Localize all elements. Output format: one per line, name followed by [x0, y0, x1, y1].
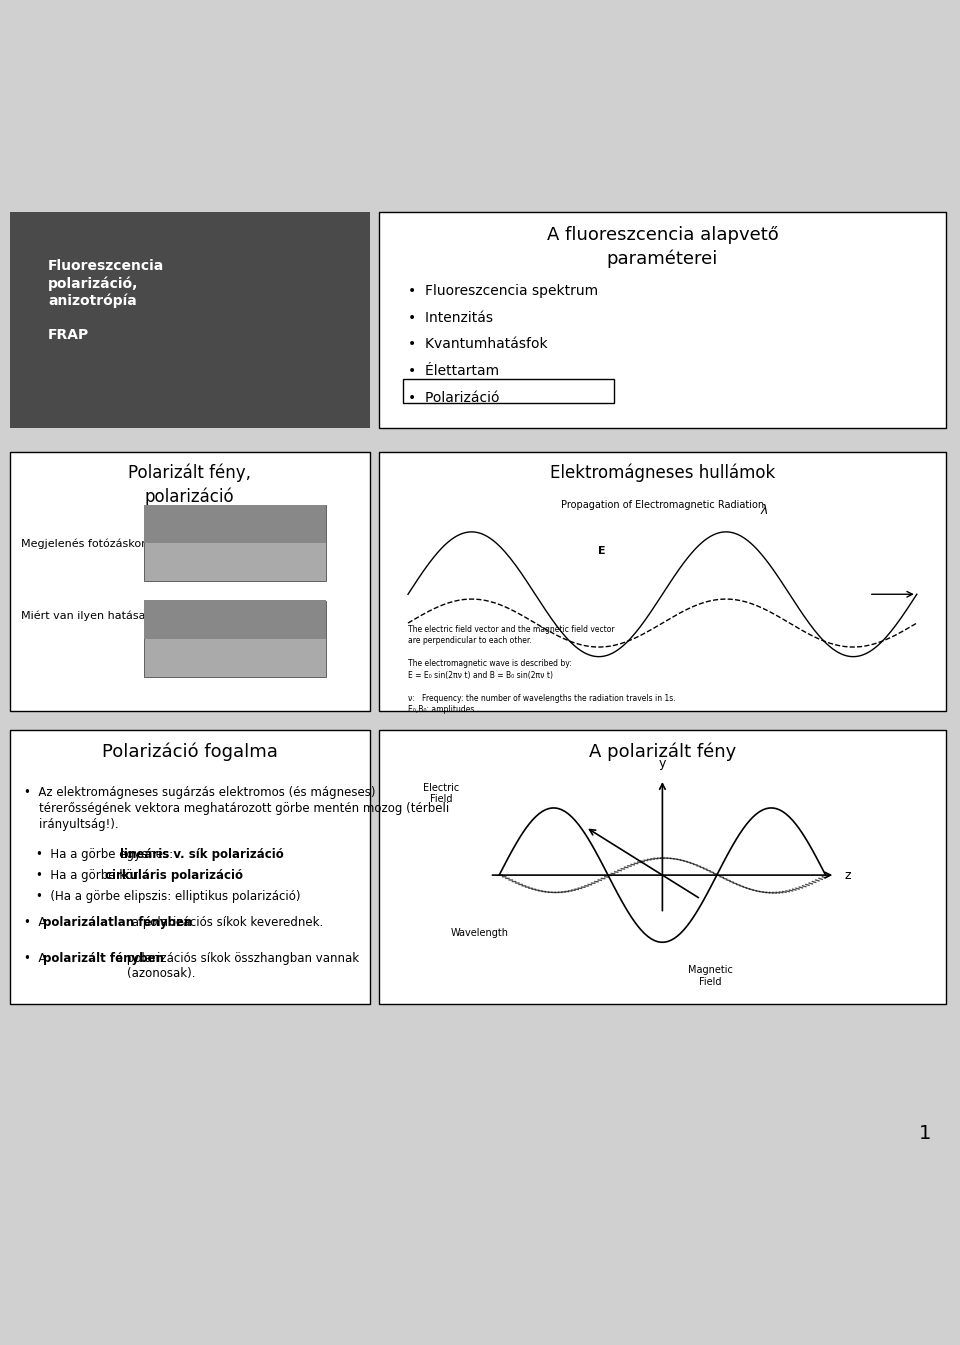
Text: A fluoreszcencia alapvető
paraméterei: A fluoreszcencia alapvető paraméterei: [546, 226, 779, 269]
Text: ν:   Frequency: the number of wavelengths the radiation travels in 1s.: ν: Frequency: the number of wavelengths …: [408, 694, 676, 702]
Text: •  Kvantumhatásfok: • Kvantumhatásfok: [408, 338, 547, 351]
Text: are perpendicular to each other.: are perpendicular to each other.: [408, 636, 532, 646]
Text: •  Fluoreszcencia spektrum: • Fluoreszcencia spektrum: [408, 284, 598, 297]
Text: E: E: [597, 546, 605, 555]
Text: Elektromágneses hullámok: Elektromágneses hullámok: [550, 463, 775, 482]
FancyBboxPatch shape: [144, 504, 326, 543]
Text: lineáris v. sík polarizáció: lineáris v. sík polarizáció: [120, 849, 283, 861]
FancyBboxPatch shape: [379, 452, 946, 712]
Text: •  A: • A: [24, 916, 50, 929]
Text: a polarizációs síkok keverednek.: a polarizációs síkok keverednek.: [128, 916, 323, 929]
FancyBboxPatch shape: [10, 452, 370, 712]
Text: Magnetic
Field: Magnetic Field: [688, 966, 732, 987]
Text: A polarizált fény: A polarizált fény: [588, 742, 736, 761]
Text: Polarizált fény,
polarizáció: Polarizált fény, polarizáció: [128, 463, 252, 506]
Text: The electric field vector and the magnetic field vector: The electric field vector and the magnet…: [408, 624, 614, 633]
FancyBboxPatch shape: [144, 504, 326, 581]
FancyBboxPatch shape: [144, 600, 326, 639]
Text: •  Polarizáció: • Polarizáció: [408, 391, 499, 405]
Text: •  Ha a görbe kör:: • Ha a görbe kör:: [21, 869, 146, 882]
Text: 1: 1: [919, 1124, 931, 1143]
Text: Polarizáció fogalma: Polarizáció fogalma: [102, 742, 277, 761]
Text: polarizáció,: polarizáció,: [48, 277, 138, 291]
Text: Megjelenés fotózáskor!: Megjelenés fotózáskor!: [21, 538, 151, 549]
FancyBboxPatch shape: [379, 730, 946, 1003]
Text: polarizált fényben: polarizált fényben: [43, 952, 164, 964]
Text: E = E₀ sin(2πν t) and B = B₀ sin(2πν t): E = E₀ sin(2πν t) and B = B₀ sin(2πν t): [408, 671, 553, 679]
Text: FRAP: FRAP: [48, 328, 89, 343]
Text: •  Az elektromágneses sugárzás elektromos (és mágneses)
    térerősségének vekto: • Az elektromágneses sugárzás elektromos…: [24, 785, 449, 831]
Text: z: z: [845, 869, 852, 881]
Text: Miért van ilyen hatása?: Miért van ilyen hatása?: [21, 611, 152, 620]
Text: Propagation of Electromagnetic Radiation: Propagation of Electromagnetic Radiation: [561, 500, 764, 510]
Text: E₀,B₀: amplitudes: E₀,B₀: amplitudes: [408, 705, 474, 714]
Text: •  Élettartam: • Élettartam: [408, 364, 499, 378]
Text: Wavelength: Wavelength: [451, 928, 509, 937]
FancyBboxPatch shape: [379, 211, 946, 428]
Text: a polarizációs síkok összhangban vannak
    (azonosak).: a polarizációs síkok összhangban vannak …: [112, 952, 359, 981]
Text: polarizálatlan fényben: polarizálatlan fényben: [43, 916, 192, 929]
Text: •  A: • A: [24, 952, 50, 964]
Text: •  Intenzitás: • Intenzitás: [408, 311, 493, 324]
Text: •  (Ha a görbe elipszis: elliptikus polarizáció): • (Ha a görbe elipszis: elliptikus polar…: [21, 890, 300, 904]
Text: $\lambda$: $\lambda$: [759, 503, 769, 518]
FancyBboxPatch shape: [10, 730, 370, 1003]
FancyBboxPatch shape: [10, 211, 370, 428]
FancyBboxPatch shape: [144, 600, 326, 678]
Text: Fluoreszcencia: Fluoreszcencia: [48, 260, 164, 273]
Text: •  Ha a görbe egyenes:: • Ha a görbe egyenes:: [21, 849, 177, 861]
Text: The electromagnetic wave is described by:: The electromagnetic wave is described by…: [408, 659, 572, 668]
Text: cirkuláris polarizáció: cirkuláris polarizáció: [105, 869, 243, 882]
FancyBboxPatch shape: [10, 211, 370, 428]
FancyBboxPatch shape: [403, 379, 614, 402]
Text: y: y: [659, 756, 666, 769]
Text: Electric
Field: Electric Field: [423, 783, 460, 804]
Text: anizotrópía: anizotrópía: [48, 293, 136, 308]
